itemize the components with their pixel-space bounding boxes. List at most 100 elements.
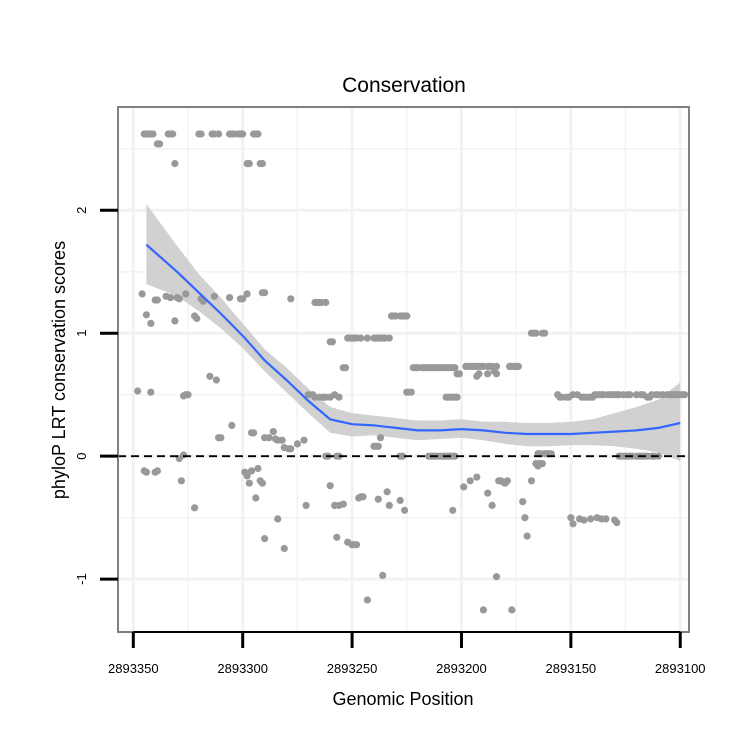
data-point bbox=[153, 467, 161, 475]
data-point bbox=[191, 504, 199, 512]
y-tick-label: -1 bbox=[74, 573, 89, 585]
data-point bbox=[479, 606, 487, 614]
data-point bbox=[335, 393, 343, 401]
data-point bbox=[171, 317, 179, 325]
data-point bbox=[521, 514, 529, 522]
data-point bbox=[333, 533, 341, 541]
data-point bbox=[602, 515, 610, 523]
data-point bbox=[403, 312, 411, 320]
data-point bbox=[287, 295, 295, 303]
chart-title: Conservation bbox=[342, 74, 466, 97]
x-tick-label: 2893300 bbox=[217, 661, 268, 676]
data-point bbox=[569, 520, 577, 528]
y-axis-label: phyloP LRT conservation scores bbox=[49, 241, 69, 499]
data-point bbox=[398, 452, 406, 460]
x-tick-label: 2893100 bbox=[655, 661, 706, 676]
data-point bbox=[352, 541, 361, 549]
data-point bbox=[182, 290, 190, 298]
data-point bbox=[363, 596, 371, 604]
data-point bbox=[245, 479, 253, 487]
data-point bbox=[293, 440, 301, 448]
data-point bbox=[197, 130, 205, 138]
data-point bbox=[681, 391, 689, 399]
data-point bbox=[473, 473, 481, 481]
y-tick-label: 1 bbox=[74, 330, 89, 337]
data-point bbox=[300, 436, 308, 444]
data-point bbox=[206, 372, 214, 380]
data-point bbox=[171, 160, 179, 168]
data-point bbox=[519, 498, 527, 506]
data-point bbox=[177, 477, 185, 485]
y-axis: -1 0 1 2 bbox=[74, 207, 118, 585]
data-point bbox=[239, 295, 247, 303]
data-point bbox=[169, 130, 177, 138]
data-point bbox=[328, 338, 336, 346]
data-points-layer bbox=[134, 130, 689, 614]
data-point bbox=[134, 387, 142, 395]
data-point bbox=[180, 451, 188, 459]
data-point bbox=[357, 334, 365, 342]
data-point bbox=[567, 514, 575, 522]
data-point bbox=[326, 482, 334, 490]
data-point bbox=[455, 370, 463, 378]
data-point bbox=[175, 295, 183, 303]
smooth-line-layer bbox=[145, 243, 681, 436]
data-point bbox=[252, 494, 260, 502]
data-point bbox=[580, 516, 588, 524]
data-point bbox=[534, 462, 542, 470]
data-point bbox=[254, 464, 262, 473]
data-point bbox=[407, 388, 415, 396]
data-point bbox=[142, 311, 150, 319]
x-tick-label: 2893200 bbox=[436, 661, 487, 676]
data-point bbox=[166, 294, 175, 302]
data-point bbox=[226, 294, 234, 302]
data-point bbox=[492, 573, 501, 581]
data-point bbox=[449, 506, 457, 514]
data-point bbox=[626, 391, 634, 399]
data-point bbox=[379, 571, 387, 580]
data-point bbox=[243, 472, 251, 480]
data-point bbox=[451, 452, 459, 460]
data-point bbox=[258, 479, 266, 487]
data-point bbox=[245, 160, 253, 168]
x-tick-label: 2893350 bbox=[108, 661, 159, 676]
x-axis: 2893350 2893300 2893250 2893200 2893150 28931… bbox=[108, 631, 706, 676]
data-point bbox=[265, 434, 273, 442]
data-point bbox=[217, 434, 225, 442]
data-point bbox=[254, 130, 262, 138]
data-point bbox=[304, 391, 312, 399]
data-point bbox=[269, 428, 277, 436]
data-point bbox=[138, 290, 146, 298]
y-tick-label: 2 bbox=[74, 207, 89, 214]
data-point bbox=[147, 319, 155, 327]
data-point bbox=[514, 362, 523, 370]
data-point bbox=[484, 489, 492, 497]
smooth-trend-line bbox=[145, 243, 681, 436]
data-point bbox=[142, 468, 150, 476]
data-point bbox=[484, 370, 492, 378]
confidence-ribbon bbox=[146, 204, 681, 462]
data-point bbox=[210, 292, 218, 300]
data-point bbox=[359, 493, 367, 501]
data-point bbox=[302, 501, 310, 509]
data-point bbox=[261, 289, 269, 297]
data-point bbox=[385, 501, 393, 509]
data-point bbox=[363, 334, 371, 342]
data-point bbox=[376, 434, 385, 442]
data-point bbox=[320, 393, 328, 401]
y-tick-label: 0 bbox=[74, 453, 89, 460]
data-point bbox=[341, 364, 350, 372]
data-point bbox=[274, 515, 282, 523]
data-point bbox=[258, 160, 266, 168]
data-point bbox=[451, 364, 459, 372]
data-point bbox=[374, 442, 382, 450]
data-point bbox=[339, 500, 347, 508]
data-point bbox=[541, 329, 549, 337]
data-point bbox=[156, 140, 164, 148]
data-point bbox=[149, 130, 157, 138]
data-point bbox=[475, 370, 483, 378]
data-point bbox=[396, 496, 404, 504]
data-point bbox=[280, 544, 288, 553]
